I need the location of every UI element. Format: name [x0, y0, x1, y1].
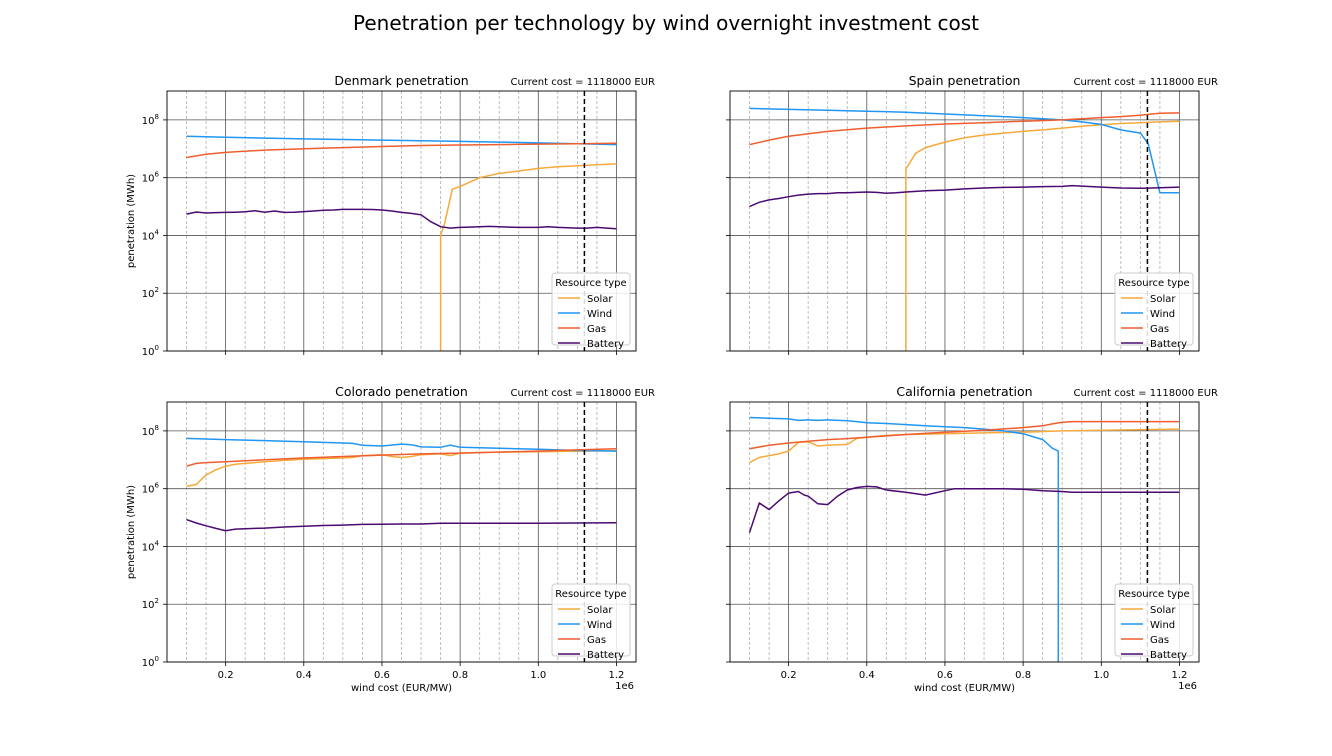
series-line-battery: [186, 518, 617, 532]
legend-label: Battery: [587, 650, 624, 661]
current-cost-annotation: Current cost = 1118000 EUR: [1073, 388, 1218, 399]
legend-label: Gas: [587, 635, 606, 646]
legend-label: Battery: [1150, 339, 1187, 350]
panel-title: Denmark penetration: [334, 73, 468, 88]
x-tick-label: 1.0: [1093, 670, 1109, 681]
legend-box: [1114, 583, 1194, 657]
legend-label: Battery: [587, 339, 624, 350]
series-line-battery: [749, 184, 1180, 208]
series-line-wind: [749, 107, 1180, 194]
y-tick-label: 104: [142, 228, 160, 242]
y-tick-label: 100: [142, 655, 159, 669]
panels: 100 102 104 106 108 Denmark penetration Curren…: [126, 73, 1218, 694]
legend-box: [551, 583, 631, 657]
x-tick-label: 0.6: [937, 670, 953, 681]
legend-label: Gas: [1150, 635, 1169, 646]
axes-frame: [166, 90, 637, 352]
legend-box: [551, 272, 631, 346]
y-tick-label: 102: [142, 597, 159, 611]
panel-2: Spain penetration Current cost = 1118000 …: [726, 73, 1218, 355]
x-tick-label: 1.2: [1172, 670, 1188, 681]
current-cost-annotation: Current cost = 1118000 EUR: [510, 77, 655, 88]
x-tick-label: 0.6: [374, 670, 390, 681]
x-tick-label: 0.8: [452, 670, 468, 681]
legend-label: Battery: [1150, 650, 1187, 661]
series-line-gas: [186, 142, 617, 159]
series-line-battery: [748, 485, 1180, 533]
legend-label: Wind: [1150, 620, 1175, 631]
series-line-wind: [749, 416, 1060, 662]
legend: Resource type Solar Wind Gas Battery: [1114, 583, 1194, 661]
x-offset-label: 1e6: [615, 681, 634, 692]
y-tick-label: 100: [142, 344, 159, 358]
x-tick-label: 0.2: [781, 670, 797, 681]
y-tick-label: 106: [142, 482, 160, 496]
legend-label: Solar: [1150, 605, 1176, 616]
x-tick-label: 0.4: [859, 670, 875, 681]
legend-label: Gas: [587, 324, 606, 335]
panel-title: Colorado penetration: [335, 384, 468, 399]
legend-title: Resource type: [1118, 589, 1189, 600]
legend: Resource type Solar Wind Gas Battery: [551, 272, 631, 350]
series-line-gas: [186, 448, 617, 467]
panel-4: 0.2 0.4 0.6 0.8 1.0 1.2 California penetration…: [726, 384, 1218, 694]
current-cost-annotation: Current cost = 1118000 EUR: [510, 388, 655, 399]
legend-box: [1114, 272, 1194, 346]
panel-title: Spain penetration: [909, 73, 1021, 88]
x-axis-label: wind cost (EUR/MW): [914, 683, 1015, 694]
y-axis-label: penetration (MWh): [126, 174, 137, 268]
panel-1: 100 102 104 106 108 Denmark penetration Curren…: [126, 73, 655, 358]
series-line-gas: [749, 112, 1180, 146]
legend-label: Wind: [587, 309, 612, 320]
series-line-solar: [439, 163, 617, 351]
series-line-wind: [186, 437, 617, 452]
series-line-gas: [749, 420, 1180, 450]
axes-frame: [729, 401, 1200, 663]
y-tick-label: 108: [142, 113, 159, 127]
legend-label: Wind: [1150, 309, 1175, 320]
y-tick-label: 106: [142, 171, 160, 185]
x-axis-label: wind cost (EUR/MW): [351, 683, 452, 694]
series-line-solar: [905, 120, 1180, 351]
axes-frame: [166, 401, 637, 663]
legend-label: Gas: [1150, 324, 1169, 335]
series-line-wind: [186, 135, 617, 146]
legend-title: Resource type: [555, 589, 626, 600]
panel-3: 0.2 0.4 0.6 0.8 1.0 1.2 100 102 104 106 108 Colorad…: [126, 384, 655, 694]
legend-label: Solar: [587, 605, 613, 616]
figure-suptitle: Penetration per technology by wind overn…: [353, 11, 979, 35]
panel-title: California penetration: [896, 384, 1032, 399]
y-tick-label: 104: [142, 539, 160, 553]
x-tick-label: 1.2: [609, 670, 625, 681]
legend-title: Resource type: [555, 278, 626, 289]
legend: Resource type Solar Wind Gas Battery: [551, 583, 631, 661]
legend-title: Resource type: [1118, 278, 1189, 289]
x-tick-label: 0.2: [218, 670, 234, 681]
current-cost-annotation: Current cost = 1118000 EUR: [1073, 77, 1218, 88]
series-line-battery: [186, 208, 617, 230]
y-axis-label: penetration (MWh): [126, 485, 137, 579]
x-tick-label: 0.4: [296, 670, 312, 681]
x-offset-label: 1e6: [1178, 681, 1197, 692]
legend-label: Solar: [1150, 294, 1176, 305]
x-tick-label: 1.0: [530, 670, 546, 681]
legend-label: Solar: [587, 294, 613, 305]
y-tick-label: 102: [142, 286, 159, 300]
legend: Resource type Solar Wind Gas Battery: [1114, 272, 1194, 350]
legend-label: Wind: [587, 620, 612, 631]
y-tick-label: 108: [142, 424, 159, 438]
axes-frame: [729, 90, 1200, 352]
x-tick-label: 0.8: [1015, 670, 1031, 681]
